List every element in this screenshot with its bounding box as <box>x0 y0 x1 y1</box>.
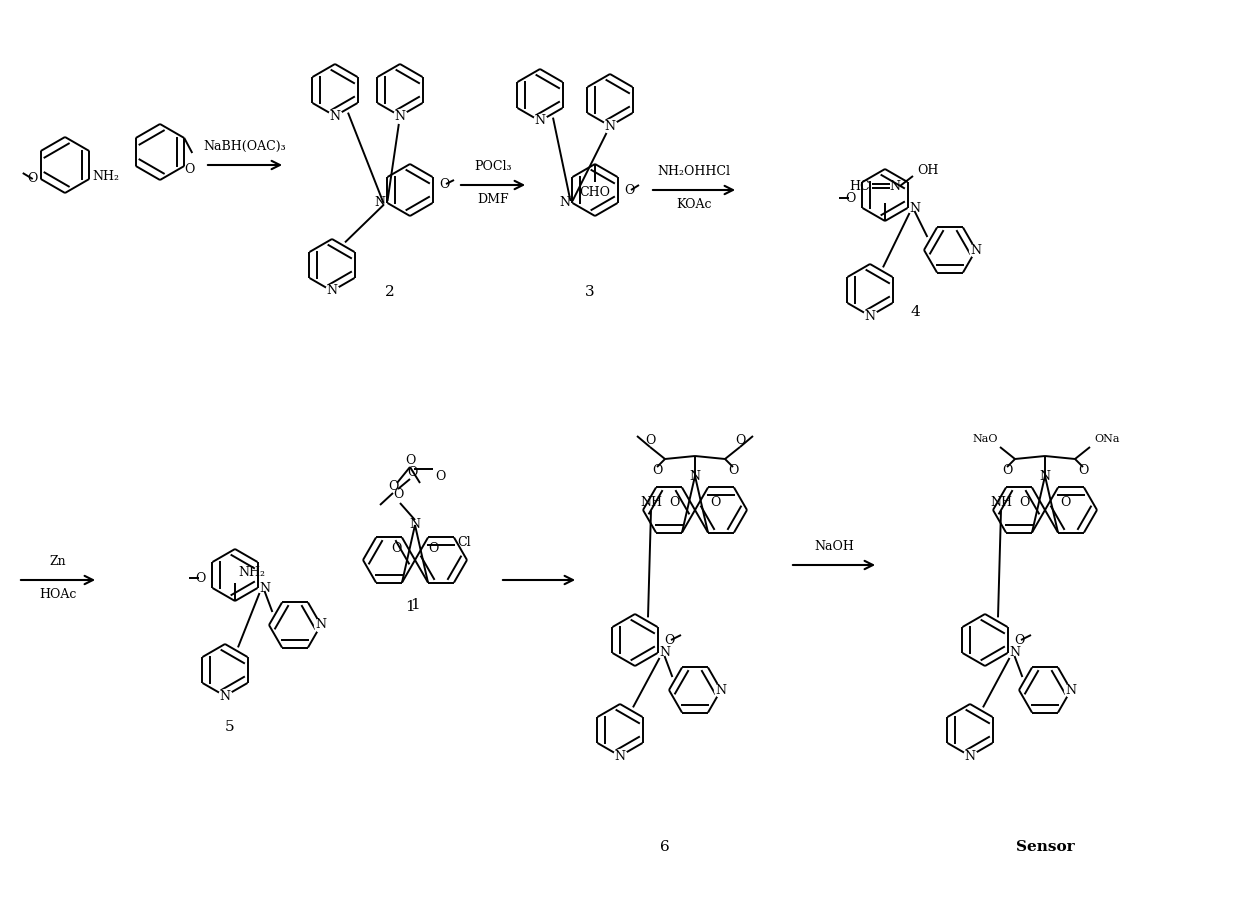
Text: HOAc: HOAc <box>40 588 77 601</box>
Text: N: N <box>864 309 875 323</box>
Text: N: N <box>259 581 270 595</box>
Text: O: O <box>388 481 398 493</box>
Text: O: O <box>404 454 415 466</box>
Text: O: O <box>1002 465 1012 477</box>
Text: O: O <box>435 471 445 483</box>
Text: O: O <box>1014 633 1024 647</box>
Text: O: O <box>711 496 720 509</box>
Text: O: O <box>392 543 402 555</box>
Text: N: N <box>1065 684 1076 696</box>
Text: N: N <box>605 119 615 133</box>
Text: N: N <box>971 243 982 257</box>
Text: N: N <box>315 619 326 631</box>
Text: N: N <box>965 750 976 762</box>
Text: 3: 3 <box>585 285 595 299</box>
Text: O: O <box>1019 496 1029 509</box>
Text: 5: 5 <box>226 720 234 734</box>
Text: DMF: DMF <box>477 193 508 206</box>
Text: Cl: Cl <box>458 536 471 549</box>
Text: Sensor: Sensor <box>1016 840 1074 854</box>
Text: N: N <box>326 284 337 298</box>
Text: N: N <box>559 196 570 210</box>
Text: N: N <box>715 684 727 696</box>
Text: N: N <box>660 647 671 659</box>
Text: 2: 2 <box>386 285 394 299</box>
Text: O: O <box>670 496 680 509</box>
Text: POCl₃: POCl₃ <box>474 160 512 173</box>
Text: O: O <box>1078 465 1089 477</box>
Text: N: N <box>409 518 420 532</box>
Text: N: N <box>1039 469 1050 483</box>
Text: N: N <box>534 115 546 127</box>
Text: O: O <box>27 172 37 186</box>
Text: N: N <box>889 179 900 193</box>
Text: KOAc: KOAc <box>676 198 712 211</box>
Text: Zn: Zn <box>50 555 66 568</box>
Text: 4: 4 <box>910 305 920 319</box>
Text: O: O <box>652 465 662 477</box>
Text: O: O <box>846 191 856 205</box>
Text: NH₂: NH₂ <box>92 170 119 184</box>
Text: O: O <box>735 434 745 448</box>
Text: NH₂OHHCl: NH₂OHHCl <box>657 165 730 178</box>
Text: NaBH(OAC)₃: NaBH(OAC)₃ <box>203 140 286 153</box>
Text: 1: 1 <box>405 600 415 614</box>
Text: 6: 6 <box>660 840 670 854</box>
Text: NH: NH <box>640 496 662 509</box>
Text: O: O <box>728 465 738 477</box>
Text: O: O <box>393 489 403 501</box>
Text: HC: HC <box>849 179 870 193</box>
Text: O: O <box>439 178 449 190</box>
Text: NH₂: NH₂ <box>238 567 265 579</box>
Text: N: N <box>689 469 701 483</box>
Text: O: O <box>407 466 417 480</box>
Text: NH: NH <box>990 496 1012 509</box>
Text: OH: OH <box>918 163 939 177</box>
Text: O: O <box>196 571 206 585</box>
Text: O: O <box>663 633 675 647</box>
Text: CHO: CHO <box>579 186 610 199</box>
Text: NaOH: NaOH <box>815 540 854 553</box>
Text: NaO: NaO <box>972 434 998 444</box>
Text: N: N <box>615 750 625 762</box>
Text: N: N <box>374 196 386 210</box>
Text: O: O <box>184 163 195 176</box>
Text: ONa: ONa <box>1094 434 1120 444</box>
Text: 1: 1 <box>410 598 420 612</box>
Text: O: O <box>624 184 635 196</box>
Text: N: N <box>1009 647 1021 659</box>
Text: O: O <box>428 543 439 555</box>
Text: O: O <box>645 434 655 448</box>
Text: N: N <box>219 690 231 702</box>
Text: N: N <box>394 109 405 123</box>
Text: O: O <box>1060 496 1070 509</box>
Text: N: N <box>330 109 341 123</box>
Text: N: N <box>909 202 920 214</box>
